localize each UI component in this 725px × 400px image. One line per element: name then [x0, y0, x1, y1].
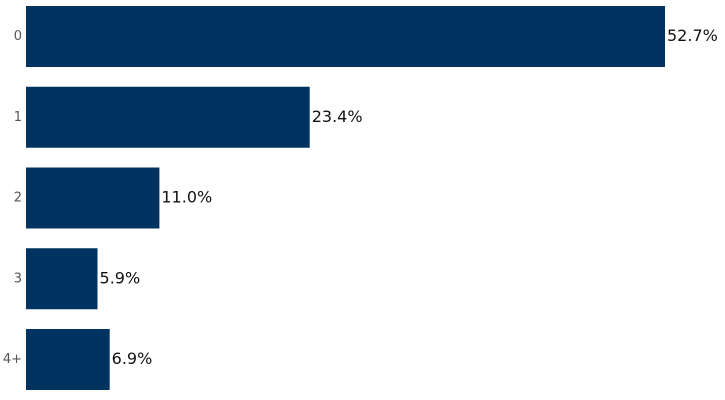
bar-0	[26, 6, 665, 67]
value-labels: 52.7% 23.4% 11.0% 5.9% 6.9%	[100, 26, 718, 368]
category-labels: 0 1 2 3 4+	[3, 29, 22, 367]
bar-1	[26, 86, 310, 148]
category-label: 1	[14, 110, 22, 125]
bar-4plus	[26, 329, 110, 390]
category-label: 2	[14, 191, 22, 206]
bar-2	[26, 167, 160, 229]
bar-3	[26, 248, 98, 310]
bars-group	[26, 6, 665, 390]
value-label: 6.9%	[112, 349, 153, 368]
category-label: 4+	[3, 352, 22, 367]
value-label: 5.9%	[100, 268, 141, 287]
value-label: 23.4%	[312, 107, 363, 126]
value-label: 11.0%	[161, 188, 212, 207]
category-label: 3	[14, 271, 22, 286]
value-label: 52.7%	[667, 26, 718, 45]
category-label: 0	[14, 29, 22, 44]
